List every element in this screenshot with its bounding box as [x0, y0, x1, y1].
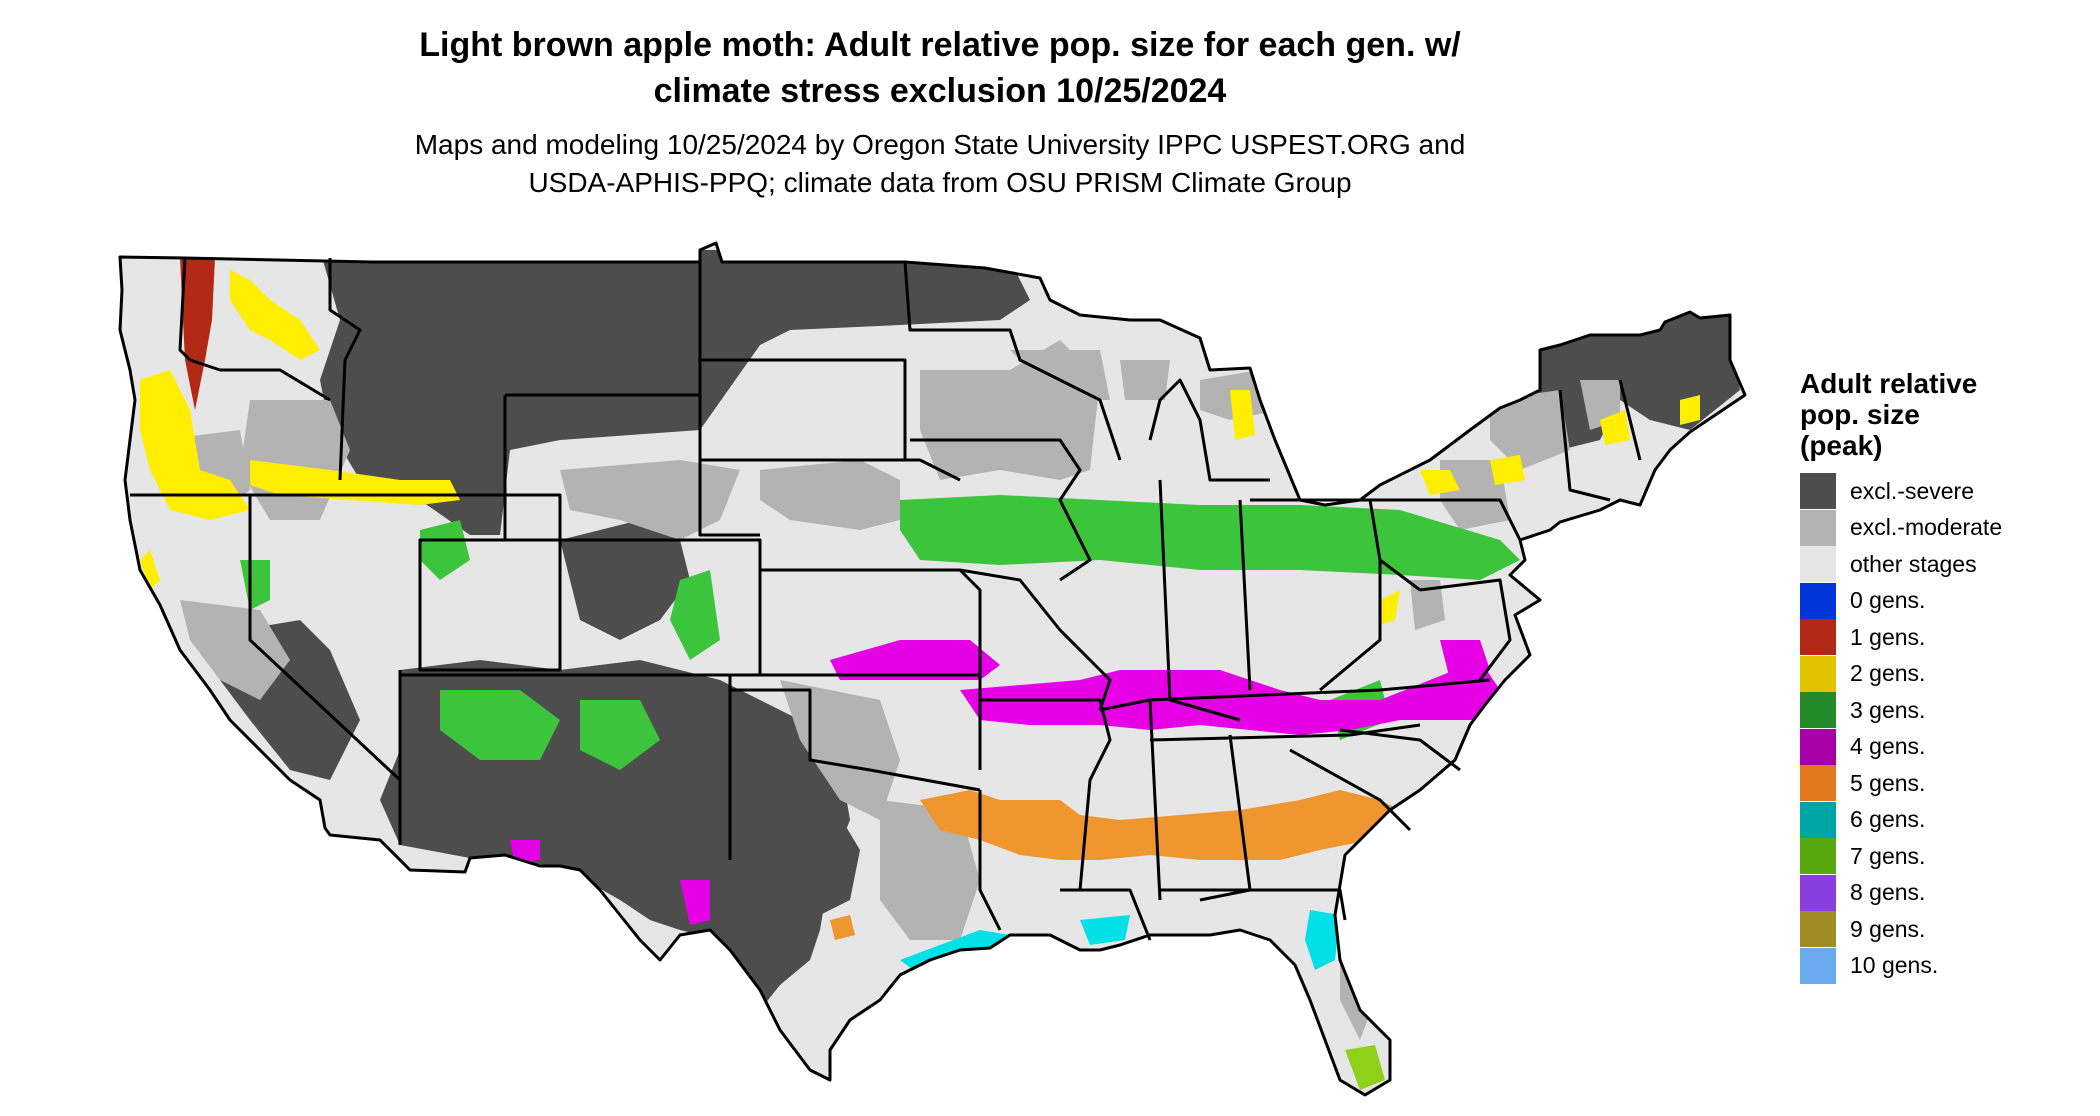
border-oh-pa — [1250, 498, 1421, 592]
border-ga-sc — [1289, 748, 1412, 832]
legend-label: excl.-severe — [1850, 477, 1974, 504]
legend-swatch — [1800, 619, 1836, 656]
legend-item: 8 gens. — [1800, 874, 2002, 912]
border-wa-or-id — [178, 257, 331, 402]
border-ne-ks — [760, 568, 982, 680]
legend-swatch — [1800, 546, 1836, 583]
border-nd-sd — [700, 358, 907, 460]
border-nc-sc — [1339, 728, 1461, 772]
border-la-ms — [1060, 888, 1152, 941]
border-sd-ne — [700, 458, 961, 482]
legend-item: 10 gens. — [1800, 947, 2002, 985]
border-vt-nh — [1558, 389, 1611, 502]
legend-label: excl.-moderate — [1850, 514, 2003, 541]
legend-swatch — [1800, 801, 1836, 838]
legend-title-line-1: Adult relative — [1800, 368, 1978, 399]
legend-swatch — [1800, 911, 1836, 948]
legend-item: excl.-moderate — [1800, 509, 2003, 547]
border-wy — [505, 393, 760, 537]
legend-items: excl.-severe excl.-moderate other stages 0 … — [1800, 473, 2002, 984]
legend-title: Adult relative pop. size (peak) — [1800, 368, 2002, 461]
legend-swatch — [1800, 692, 1836, 729]
legend-label: 2 gens. — [1850, 660, 1926, 687]
state-borders — [118, 241, 1747, 1097]
map-title: Light brown apple moth: Adult relative p… — [0, 22, 1880, 114]
legend-item: 3 gens. — [1800, 692, 2002, 729]
border-id-mt — [328, 258, 362, 481]
border-az-nm — [400, 673, 732, 860]
legend-item: 6 gens. — [1800, 801, 2002, 839]
legend-item: excl.-severe — [1800, 473, 2002, 510]
legend-label: 5 gens. — [1850, 769, 1926, 796]
legend-swatch — [1800, 728, 1836, 765]
legend-swatch — [1800, 765, 1836, 802]
legend-swatch — [1800, 582, 1836, 619]
us-map — [118, 241, 1747, 1097]
legend-item: 1 gens. — [1800, 619, 2002, 656]
legend-title-line-2: pop. size — [1800, 399, 1920, 430]
legend-swatch — [1800, 947, 1836, 984]
legend-item: 7 gens. — [1800, 838, 2002, 875]
subtitle-line-1: Maps and modeling 10/25/2024 by Oregon S… — [414, 129, 1466, 160]
legend-swatch — [1800, 655, 1836, 692]
legend-swatch — [1800, 473, 1836, 510]
legend-label: 1 gens. — [1850, 623, 1926, 650]
border-ok-tx — [730, 688, 981, 792]
border-fl — [1160, 888, 1347, 921]
border-va-md — [1419, 578, 1512, 681]
legend-swatch — [1800, 509, 1836, 546]
legend-label: 7 gens. — [1850, 842, 1926, 869]
legend-label: 0 gens. — [1850, 587, 1926, 614]
border-mi — [1148, 378, 1270, 482]
legend-label: 6 gens. — [1850, 806, 1926, 833]
map-fill-layers — [120, 243, 1745, 1095]
border-wv — [1319, 560, 1382, 692]
gen-5-areas — [830, 790, 1400, 940]
border-ut — [418, 538, 562, 672]
legend-title-line-3: (peak) — [1800, 430, 1883, 461]
border-pa-ny — [1370, 498, 1522, 541]
legend-item: 0 gens. — [1800, 582, 2002, 620]
border-mn — [903, 261, 1122, 461]
border-ca-nv — [248, 495, 402, 782]
legend-label: 3 gens. — [1850, 696, 1926, 723]
gen-3-areas — [240, 495, 1520, 770]
border-ks-ok — [760, 673, 982, 770]
legend-item: 9 gens. — [1800, 911, 2002, 948]
border-mo — [959, 568, 1112, 711]
border-nh-me — [1618, 379, 1642, 461]
subtitle-line-2: USDA-APHIS-PPQ; climate data from OSU PR… — [528, 167, 1352, 198]
gen-2-areas — [140, 270, 1700, 625]
gen-1-areas — [180, 258, 215, 410]
legend-item: 5 gens. — [1800, 765, 2002, 802]
border-tn-south — [1149, 723, 1421, 742]
legend-swatch — [1800, 874, 1836, 911]
title-line-1: Light brown apple moth: Adult relative p… — [419, 26, 1461, 64]
legend-label: 10 gens. — [1850, 952, 1939, 979]
legend: Adult relative pop. size (peak) excl.-se… — [1800, 368, 2002, 984]
title-line-2: climate stress exclusion 10/25/2024 — [653, 72, 1227, 110]
border-ar — [980, 698, 1112, 891]
legend-label: 4 gens. — [1850, 733, 1926, 760]
legend-item: 4 gens. — [1800, 728, 2002, 766]
legend-item: 2 gens. — [1800, 655, 2002, 693]
legend-swatch — [1800, 838, 1836, 875]
legend-label: 9 gens. — [1850, 915, 1926, 942]
legend-label: 8 gens. — [1850, 879, 1926, 906]
map-subtitle: Maps and modeling 10/25/2024 by Oregon S… — [0, 126, 1880, 202]
legend-label: other stages — [1850, 550, 1977, 577]
border-in-oh — [1238, 499, 1252, 691]
legend-item: other stages — [1800, 546, 2002, 583]
border-la-tx — [978, 790, 1002, 931]
border-ia — [910, 438, 1092, 582]
border-tn-ky — [1149, 678, 1491, 702]
